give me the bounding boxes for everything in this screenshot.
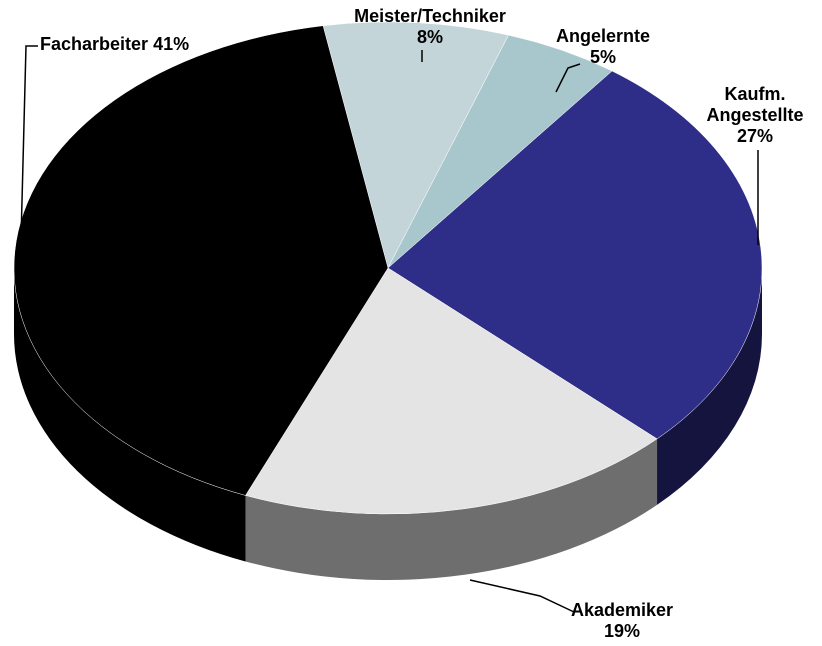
value-label: 19% bbox=[603, 621, 641, 641]
slice-side bbox=[245, 438, 658, 580]
category-label: Facharbeiter bbox=[40, 34, 149, 54]
data-label: Kaufm. Angestellte 27% bbox=[695, 84, 815, 147]
slice-side bbox=[657, 268, 762, 505]
category-label: Meister/Techniker bbox=[354, 6, 506, 26]
leader-lines bbox=[20, 45, 759, 613]
value-label: 41% bbox=[153, 34, 190, 54]
slice-side bbox=[14, 268, 246, 562]
category-label: Akademiker bbox=[570, 600, 674, 620]
leader-line bbox=[469, 579, 575, 613]
value-label: 5% bbox=[589, 47, 616, 67]
slice bbox=[13, 25, 389, 496]
leader-line bbox=[20, 45, 38, 241]
slice bbox=[322, 21, 509, 269]
data-label: Meister/Techniker 8% bbox=[354, 6, 506, 48]
category-label: Angelernte bbox=[555, 26, 651, 46]
data-label: Akademiker 19% bbox=[571, 600, 673, 642]
category-label: Kaufm. Angestellte bbox=[706, 84, 804, 125]
data-label: Facharbeiter 41% bbox=[40, 34, 189, 55]
slices bbox=[13, 21, 763, 580]
value-label: 27% bbox=[736, 126, 774, 146]
leader-line bbox=[555, 63, 581, 93]
slice bbox=[245, 267, 658, 515]
data-label: Angelernte 5% bbox=[556, 26, 650, 68]
value-label: 8% bbox=[416, 27, 444, 47]
slice bbox=[387, 70, 763, 440]
